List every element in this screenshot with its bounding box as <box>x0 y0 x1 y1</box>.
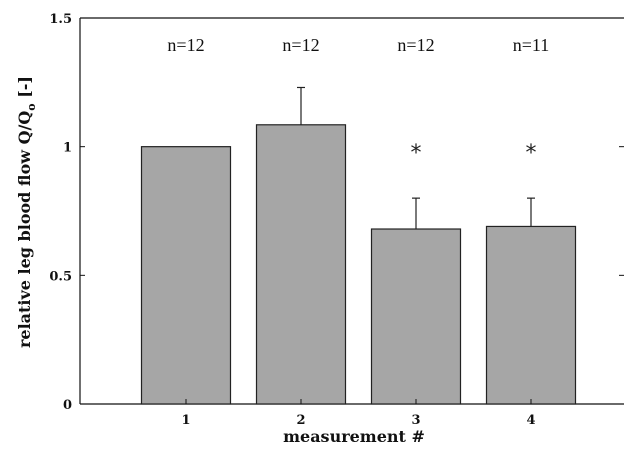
x-tick-label: 3 <box>411 413 420 428</box>
significance-marker: * <box>526 141 537 166</box>
bar <box>255 124 347 405</box>
y-tick-label: 1.5 <box>49 12 72 27</box>
y-tick-label: 1 <box>63 141 72 156</box>
bar <box>485 225 577 405</box>
sample-size-label: n=12 <box>167 35 204 55</box>
sample-size-label: n=11 <box>513 35 549 55</box>
plot-area: 0 0.5 1 1.5 1 n=12 2 n=12 3 n=12 * 4 n=11 * <box>49 12 624 428</box>
x-tick-label: 2 <box>296 413 305 428</box>
bar <box>140 146 232 405</box>
x-tick-label: 4 <box>526 413 535 428</box>
y-tick-label: 0 <box>63 398 72 413</box>
x-tick-label: 1 <box>181 413 190 428</box>
sample-size-label: n=12 <box>282 35 319 55</box>
y-axis-title: relative leg blood flow Q/Qo [-] <box>15 76 38 348</box>
bar <box>370 228 462 405</box>
x-axis-title: measurement # <box>283 427 425 446</box>
significance-marker: * <box>411 141 422 166</box>
sample-size-label: n=12 <box>397 35 434 55</box>
y-tick-label: 0.5 <box>49 269 72 284</box>
